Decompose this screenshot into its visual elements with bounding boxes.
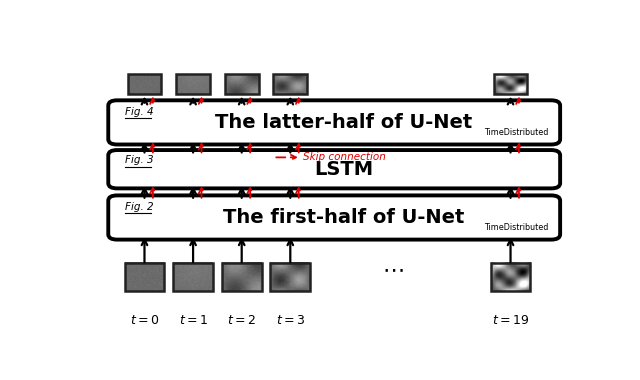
Bar <box>125 263 164 291</box>
FancyBboxPatch shape <box>108 150 560 188</box>
Text: LSTM: LSTM <box>314 160 374 179</box>
Text: The first-half of U-Net: The first-half of U-Net <box>223 208 465 227</box>
Text: TimeDistributed: TimeDistributed <box>484 128 548 137</box>
Bar <box>273 74 307 93</box>
Bar <box>491 263 531 291</box>
Bar <box>176 74 210 93</box>
Bar <box>173 263 213 291</box>
Text: $t=1$: $t=1$ <box>179 314 207 327</box>
Bar <box>225 74 259 93</box>
Text: $\cdots$: $\cdots$ <box>381 260 403 279</box>
Text: $t=2$: $t=2$ <box>227 314 256 327</box>
Text: $t=19$: $t=19$ <box>492 314 529 327</box>
Text: $t=3$: $t=3$ <box>276 314 305 327</box>
Text: Skip connection: Skip connection <box>303 152 386 162</box>
Bar <box>127 74 161 93</box>
Bar <box>222 263 262 291</box>
Bar <box>271 263 310 291</box>
FancyBboxPatch shape <box>108 100 560 144</box>
Text: Fig. 2: Fig. 2 <box>125 202 154 212</box>
Bar <box>493 74 527 93</box>
Text: TimeDistributed: TimeDistributed <box>484 223 548 232</box>
Text: $t=0$: $t=0$ <box>130 314 159 327</box>
FancyBboxPatch shape <box>108 195 560 240</box>
Text: The latter-half of U-Net: The latter-half of U-Net <box>216 113 473 132</box>
Text: Fig. 4: Fig. 4 <box>125 107 154 117</box>
Text: Fig. 3: Fig. 3 <box>125 155 154 165</box>
